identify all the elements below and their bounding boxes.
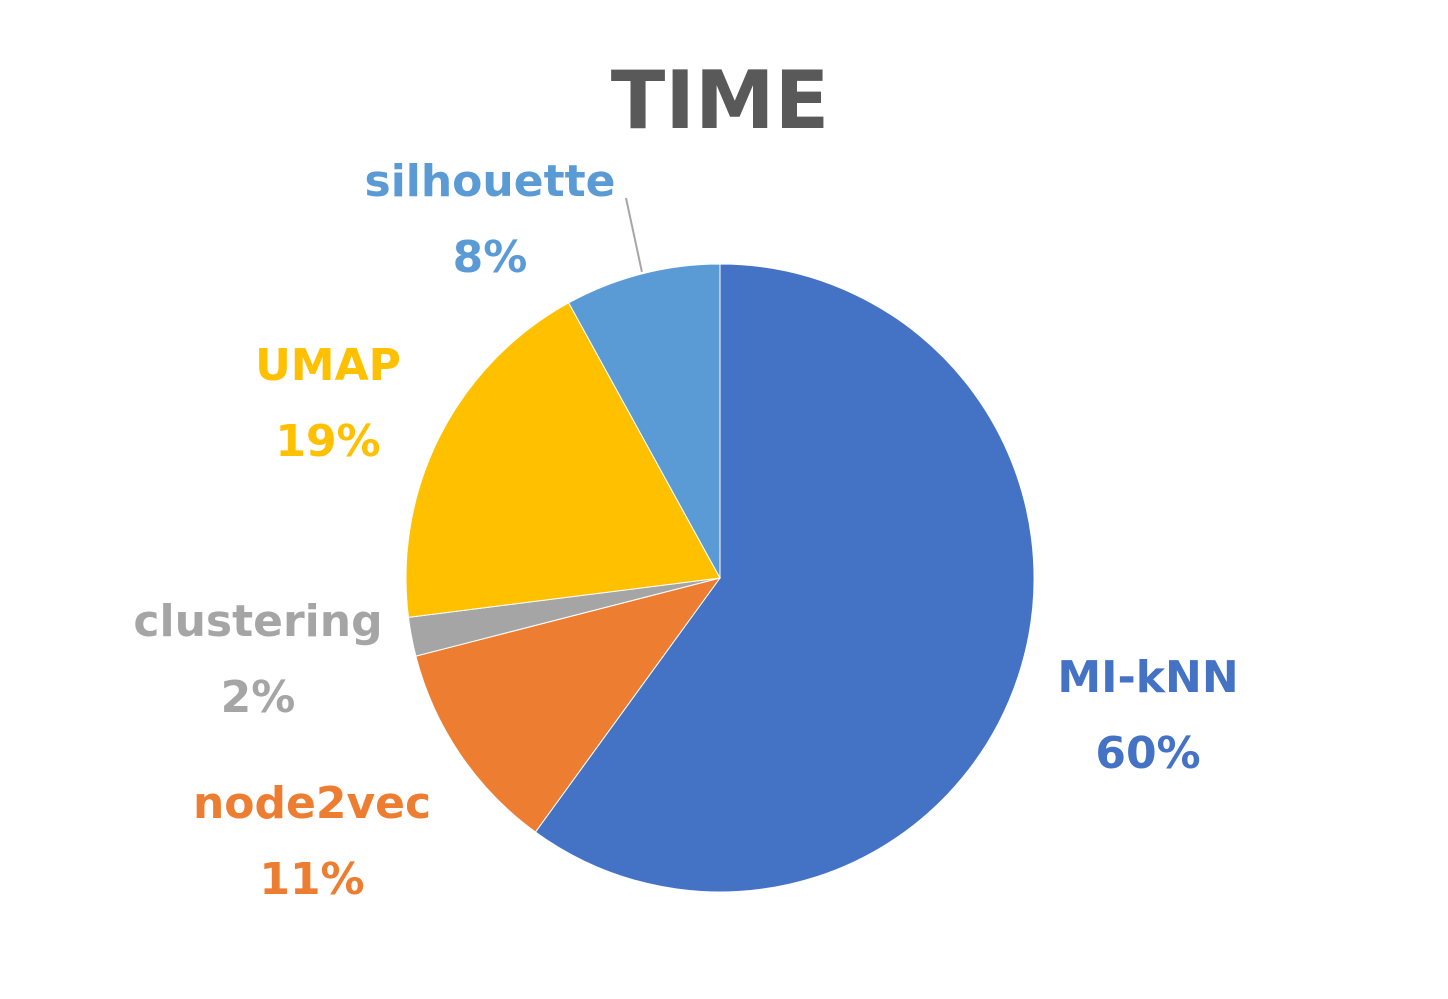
chart-title: TIME: [611, 54, 830, 147]
slice-label-value: 19%: [275, 416, 380, 467]
slice-label-value: 11%: [259, 854, 364, 905]
slice-labels: MI-kNN 60% node2vec 11% clustering 2% UMAP 19% s…: [133, 156, 1238, 905]
pie-slice-mi-knn: [534, 263, 1035, 893]
slice-label-name: UMAP: [255, 340, 401, 391]
pie-slices: [405, 263, 1035, 893]
pie-slice-umap: [405, 302, 721, 618]
slice-label-value: 60%: [1095, 728, 1200, 779]
slice-label-name: MI-kNN: [1057, 652, 1238, 703]
slice-label-value: 2%: [221, 672, 296, 723]
slice-label-name: clustering: [133, 596, 382, 647]
pie-slice-silhouette: [568, 263, 721, 579]
leader-line-silhouette: [625, 197, 643, 273]
slice-label-name: node2vec: [193, 778, 431, 829]
pie-slice-node2vec: [415, 577, 722, 833]
slice-label-value: 8%: [453, 232, 528, 283]
slice-label-name: silhouette: [365, 156, 616, 207]
leader-lines: [625, 197, 643, 273]
